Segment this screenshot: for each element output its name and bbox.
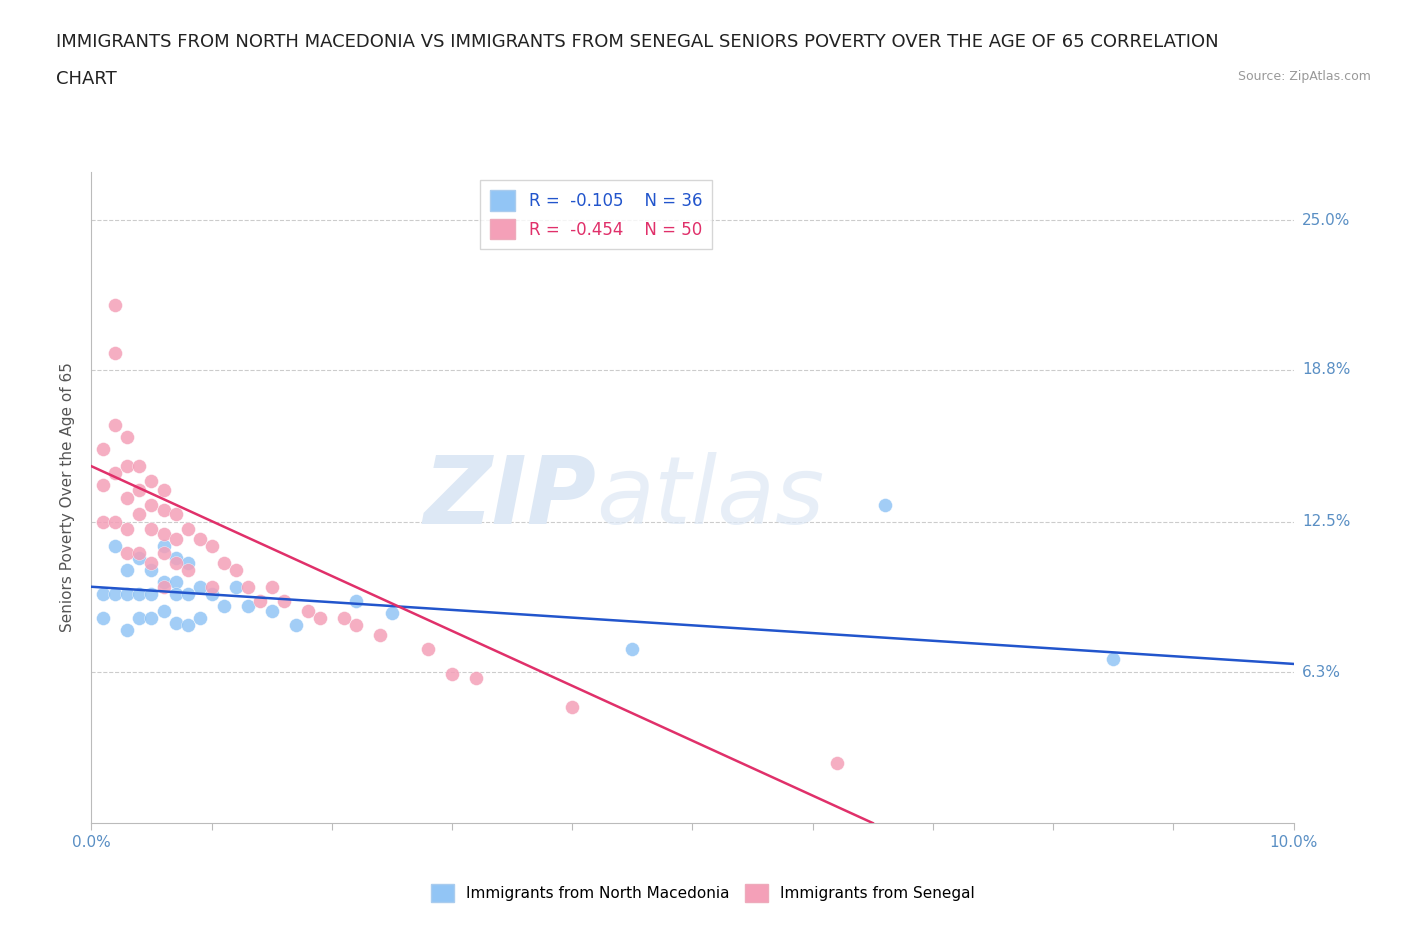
Legend: Immigrants from North Macedonia, Immigrants from Senegal: Immigrants from North Macedonia, Immigra… xyxy=(425,878,981,909)
Point xyxy=(165,587,187,602)
Point xyxy=(104,298,127,312)
Point xyxy=(104,418,127,432)
Point xyxy=(381,605,404,620)
Point xyxy=(308,611,330,626)
Point xyxy=(165,551,187,565)
Point xyxy=(152,502,174,517)
Point xyxy=(440,666,463,681)
Point xyxy=(297,604,319,618)
Point xyxy=(117,490,139,505)
Point xyxy=(104,345,127,360)
Point xyxy=(152,575,174,590)
Point xyxy=(873,498,896,512)
Point xyxy=(344,618,367,632)
Point xyxy=(152,526,174,541)
Point xyxy=(152,538,174,553)
Text: 18.8%: 18.8% xyxy=(1302,363,1350,378)
Point xyxy=(117,458,139,473)
Point xyxy=(176,618,198,632)
Point xyxy=(165,531,187,546)
Point xyxy=(93,514,115,529)
Point xyxy=(128,551,150,565)
Point xyxy=(344,593,367,608)
Point xyxy=(104,587,127,602)
Point xyxy=(260,604,283,618)
Point xyxy=(188,531,211,546)
Point xyxy=(104,466,127,481)
Point xyxy=(93,442,115,457)
Point xyxy=(368,628,391,643)
Point xyxy=(165,575,187,590)
Point xyxy=(416,642,439,657)
Point xyxy=(236,599,259,614)
Point xyxy=(260,579,283,594)
Point xyxy=(165,616,187,631)
Point xyxy=(225,579,247,594)
Point xyxy=(561,700,583,715)
Point xyxy=(117,522,139,537)
Text: 25.0%: 25.0% xyxy=(1302,213,1350,228)
Point xyxy=(176,563,198,578)
Point xyxy=(201,579,224,594)
Point xyxy=(236,579,259,594)
Point xyxy=(117,587,139,602)
Point xyxy=(141,587,163,602)
Point xyxy=(152,579,174,594)
Point xyxy=(93,587,115,602)
Text: 12.5%: 12.5% xyxy=(1302,514,1350,529)
Point xyxy=(465,671,488,685)
Text: CHART: CHART xyxy=(56,70,117,87)
Point xyxy=(141,498,163,512)
Text: ZIP: ZIP xyxy=(423,452,596,543)
Point xyxy=(176,522,198,537)
Point xyxy=(201,538,224,553)
Point xyxy=(93,478,115,493)
Point xyxy=(117,546,139,561)
Point xyxy=(104,514,127,529)
Point xyxy=(141,611,163,626)
Point xyxy=(1102,652,1125,667)
Point xyxy=(117,623,139,638)
Point xyxy=(141,563,163,578)
Point xyxy=(825,755,848,770)
Point xyxy=(141,473,163,488)
Point xyxy=(152,546,174,561)
Text: atlas: atlas xyxy=(596,452,824,543)
Point xyxy=(141,555,163,570)
Point xyxy=(152,604,174,618)
Point xyxy=(621,642,644,657)
Point xyxy=(141,522,163,537)
Point xyxy=(152,483,174,498)
Point xyxy=(249,593,271,608)
Legend: R =  -0.105    N = 36, R =  -0.454    N = 50: R = -0.105 N = 36, R = -0.454 N = 50 xyxy=(481,180,713,249)
Text: Source: ZipAtlas.com: Source: ZipAtlas.com xyxy=(1237,70,1371,83)
Point xyxy=(128,546,150,561)
Point xyxy=(212,599,235,614)
Point xyxy=(284,618,307,632)
Point xyxy=(188,579,211,594)
Point xyxy=(188,611,211,626)
Point xyxy=(117,563,139,578)
Point xyxy=(104,538,127,553)
Point xyxy=(128,611,150,626)
Point xyxy=(225,563,247,578)
Point xyxy=(117,430,139,445)
Point xyxy=(273,593,295,608)
Point xyxy=(128,458,150,473)
Point xyxy=(93,611,115,626)
Point xyxy=(176,587,198,602)
Text: 6.3%: 6.3% xyxy=(1302,665,1341,680)
Point xyxy=(201,587,224,602)
Point xyxy=(128,507,150,522)
Point xyxy=(165,507,187,522)
Point xyxy=(212,555,235,570)
Point xyxy=(128,587,150,602)
Point xyxy=(176,555,198,570)
Point xyxy=(165,555,187,570)
Point xyxy=(333,611,356,626)
Text: IMMIGRANTS FROM NORTH MACEDONIA VS IMMIGRANTS FROM SENEGAL SENIORS POVERTY OVER : IMMIGRANTS FROM NORTH MACEDONIA VS IMMIG… xyxy=(56,33,1219,50)
Point xyxy=(128,483,150,498)
Y-axis label: Seniors Poverty Over the Age of 65: Seniors Poverty Over the Age of 65 xyxy=(60,363,76,632)
